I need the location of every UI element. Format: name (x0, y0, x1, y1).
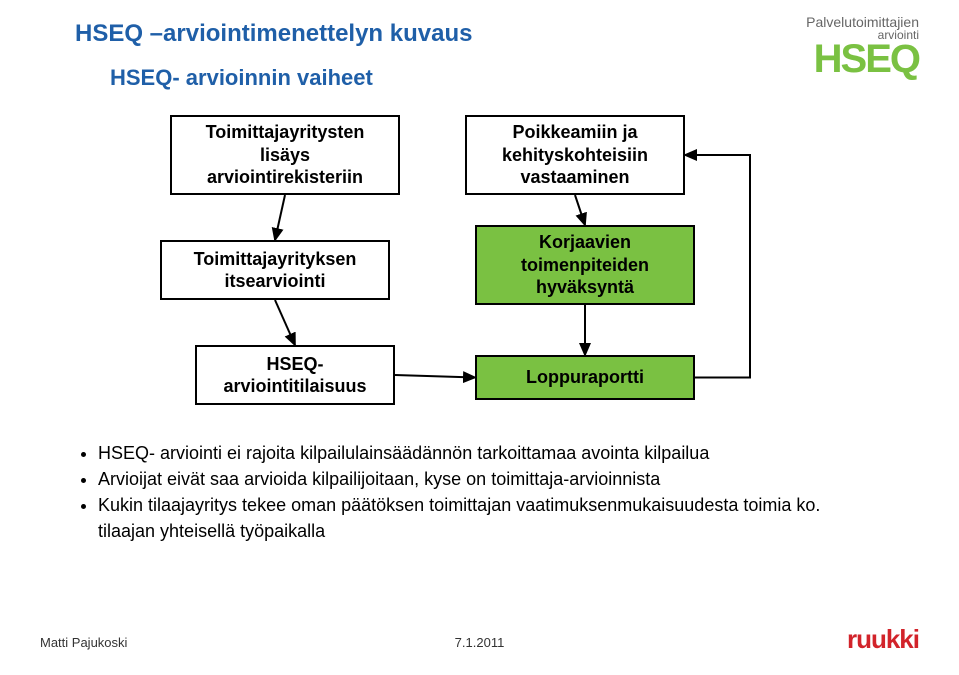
flowchart-node: HSEQ-arviointitilaisuus (195, 345, 395, 405)
bullet-list: HSEQ- arviointi ei rajoita kilpailulains… (80, 440, 880, 544)
footer-logo: ruukki (847, 624, 919, 655)
flowchart-node: Toimittajayritystenlisäysarviointirekist… (170, 115, 400, 195)
flowchart-node: Korjaavientoimenpiteidenhyväksyntä (475, 225, 695, 305)
flowchart: Toimittajayritystenlisäysarviointirekist… (0, 0, 959, 675)
flowchart-node: Poikkeamiin jakehityskohteisiinvastaamin… (465, 115, 685, 195)
footer-author: Matti Pajukoski (40, 635, 127, 650)
bullet-item: Kukin tilaajayritys tekee oman päätöksen… (98, 492, 880, 544)
bullet-item: HSEQ- arviointi ei rajoita kilpailulains… (98, 440, 880, 466)
bullet-item: Arvioijat eivät saa arvioida kilpailijoi… (98, 466, 880, 492)
flowchart-node: Loppuraportti (475, 355, 695, 400)
footer-date: 7.1.2011 (455, 635, 505, 650)
flowchart-node: Toimittajayrityksenitsearviointi (160, 240, 390, 300)
